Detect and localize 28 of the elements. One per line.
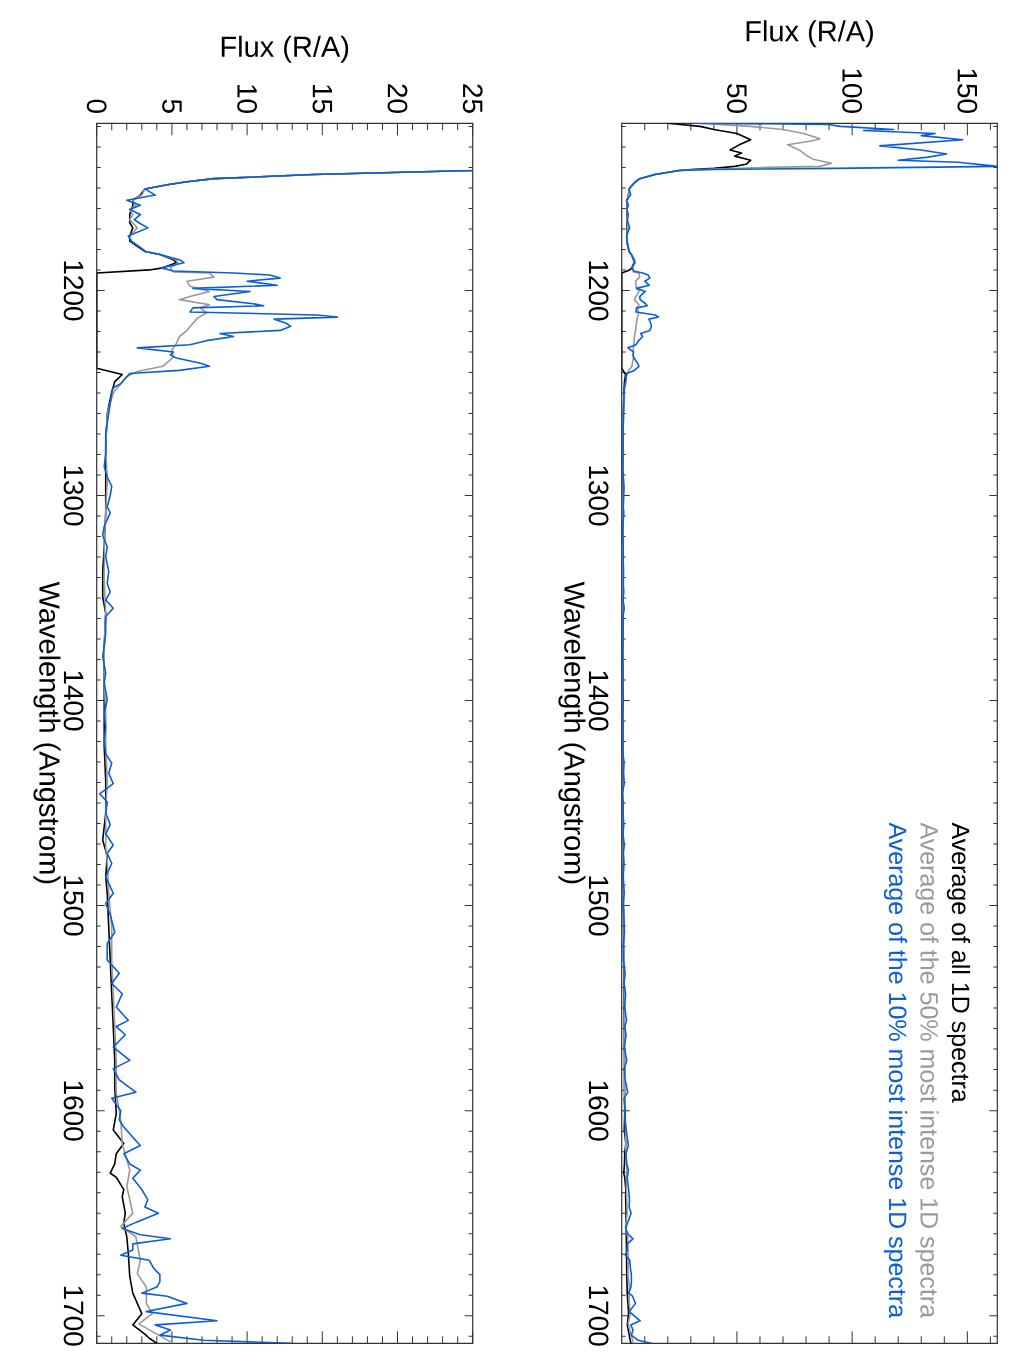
x-tick-label: 0: [86, 99, 107, 114]
text: Average of the 10% most intense 1D spectra: [883, 822, 908, 1319]
y-tick-label: 1400: [63, 671, 84, 731]
y-tick-label: 1500: [588, 876, 609, 936]
x-tick-label: 15: [312, 85, 333, 113]
y-tick-label: 1700: [588, 1286, 609, 1346]
y-axis-title: Wavelength (Angstrom): [33, 581, 61, 884]
y-tick-label: 1200: [63, 261, 84, 321]
x-tick-label: 10: [237, 85, 258, 113]
y-tick-label: 1400: [588, 671, 609, 731]
y-tick-label: 1600: [588, 1081, 609, 1141]
x-tick-label: 150: [957, 69, 978, 113]
y-tick-label: 1700: [63, 1286, 84, 1346]
y-tick-label: 1300: [588, 466, 609, 526]
x-axis-title: Flux (R/A): [221, 35, 349, 63]
y-tick-label: 1600: [63, 1081, 84, 1141]
x-axis-title: Flux (R/A): [746, 20, 873, 48]
y-tick-label: 1500: [63, 876, 84, 936]
y-axis-title: Wavelength (Angstrom): [558, 581, 586, 884]
y-tick-label: 1200: [588, 261, 609, 321]
y-tick-label: 1300: [63, 466, 84, 526]
x-tick-label: 5: [162, 99, 182, 113]
x-tick-label: 20: [387, 84, 408, 113]
x-tick-label: 100: [842, 69, 863, 113]
text: Average of the 50% most intense 1D spectra: [915, 822, 939, 1319]
text: Average of all 1D spectra: [946, 822, 971, 1103]
x-tick-label: 25: [462, 84, 483, 113]
x-tick-label: 50: [727, 84, 747, 113]
